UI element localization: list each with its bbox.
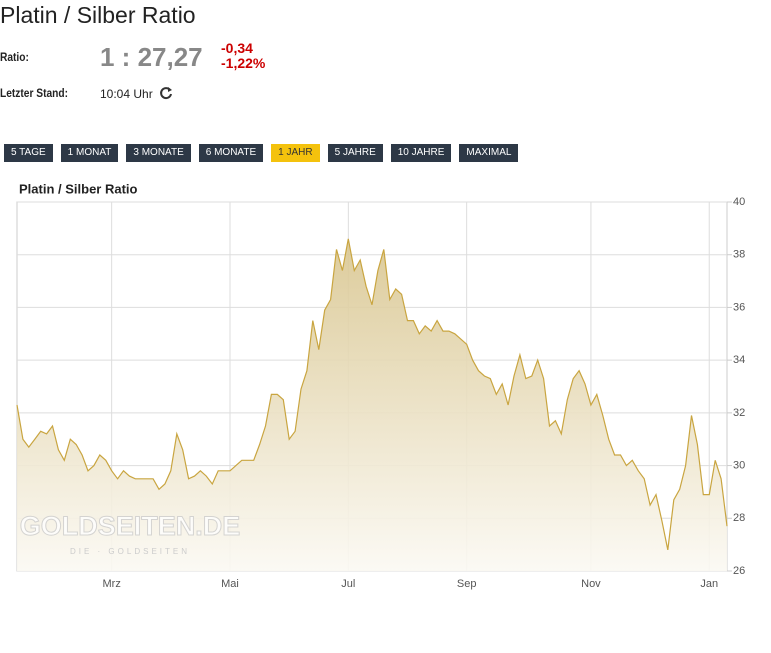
range-button[interactable]: 1 MONAT (60, 144, 119, 162)
range-button[interactable]: 6 MONATE (198, 144, 264, 162)
ratio-label: Ratio: (0, 50, 29, 64)
time: 10:04 Uhr (100, 87, 153, 101)
y-tick-label: 38 (733, 249, 745, 261)
y-tick-label: 30 (733, 459, 745, 471)
x-tick-label: Sep (457, 578, 477, 590)
x-tick-label: Mai (221, 578, 239, 590)
x-tick-label: Mrz (103, 578, 121, 590)
y-tick-label: 32 (733, 407, 745, 419)
range-button[interactable]: 5 TAGE (4, 144, 53, 162)
stand-label: Letzter Stand: (0, 86, 69, 100)
change: -0,34 (221, 40, 253, 56)
y-tick-label: 28 (733, 512, 745, 524)
chart: Platin / Silber Ratio 26 28 30 32 34 36 38 40 Mr… (16, 181, 745, 590)
area (17, 238, 727, 571)
x-tick-label: Jan (700, 578, 718, 590)
range-buttons: 5 TAGE 1 MONAT 3 MONATE 6 MONATE 1 JAHR 5 JAH… (4, 144, 519, 162)
page-title: Platin / Silber Ratio (0, 2, 196, 28)
range-button[interactable]: 3 MONATE (126, 144, 191, 162)
change-pct: -1,22% (221, 55, 266, 71)
range-button[interactable]: MAXIMAL (459, 144, 519, 162)
range-button[interactable]: 5 JAHRE (327, 144, 383, 162)
y-tick-label: 26 (733, 565, 745, 577)
chart-title: Platin / Silber Ratio (19, 181, 138, 196)
y-tick-label: 40 (733, 196, 745, 208)
watermark-tagline: DIE · GOLDSEITEN (70, 547, 190, 556)
line (16, 238, 728, 551)
ratio-value: 1 : 27,27 (100, 42, 203, 72)
range-button[interactable]: 10 JAHRE (390, 144, 452, 162)
y-tick-label: 34 (733, 354, 745, 366)
range-button[interactable]: 1 JAHR (271, 144, 320, 162)
x-tick-label: Nov (581, 578, 601, 590)
y-tick-label: 36 (733, 301, 745, 313)
watermark: GOLDSEITEN.DE (20, 511, 241, 541)
refresh-icon[interactable] (158, 85, 174, 101)
x-tick-label: Jul (341, 578, 355, 590)
